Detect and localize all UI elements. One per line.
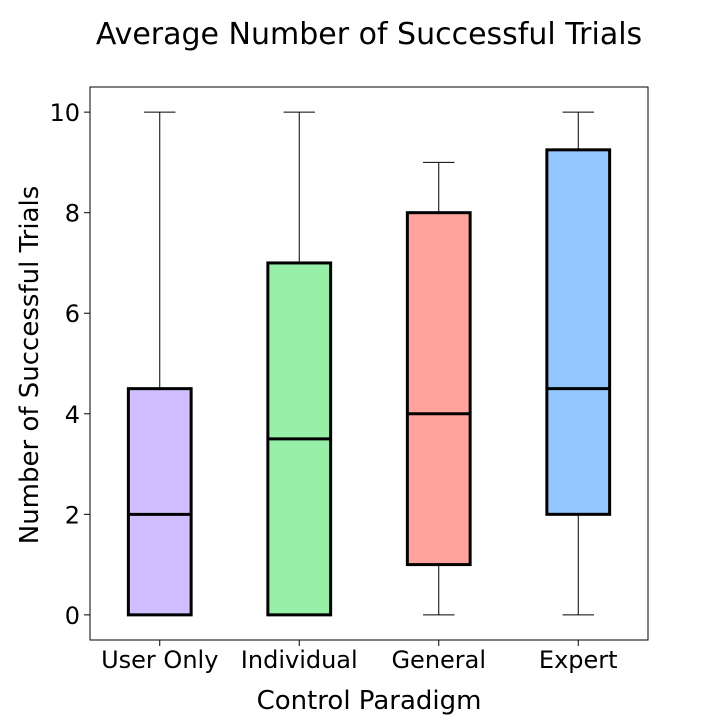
y-tick-label: 2 <box>65 501 80 529</box>
box-general <box>405 161 472 616</box>
box-body <box>545 148 612 516</box>
x-tick-label: User Only <box>101 646 218 674</box>
x-axis-label: Control Paradigm <box>257 686 482 716</box>
boxes <box>126 111 612 617</box>
box-individual <box>266 111 333 617</box>
chart-title: Average Number of Successful Trials <box>96 17 642 52</box>
y-tick-label: 0 <box>65 602 80 630</box>
y-axis: 0 2 4 6 8 10 <box>49 99 90 630</box>
box-body <box>405 211 472 567</box>
x-tick-label: General <box>391 646 486 674</box>
x-tick-label: Individual <box>241 646 358 674</box>
x-tick-label: Expert <box>539 646 618 674</box>
plot-frame <box>89 86 649 641</box>
y-tick-label: 6 <box>65 300 80 328</box>
box-user-only <box>126 111 193 617</box>
x-axis: User Only Individual General Expert <box>101 640 618 674</box>
y-tick-label: 4 <box>65 401 80 429</box>
box-expert <box>545 111 612 616</box>
y-tick-label: 8 <box>65 200 80 228</box>
box-body <box>126 387 193 617</box>
y-tick-label: 10 <box>49 99 80 127</box>
y-axis-label: Number of Successful Trials <box>15 186 45 545</box>
